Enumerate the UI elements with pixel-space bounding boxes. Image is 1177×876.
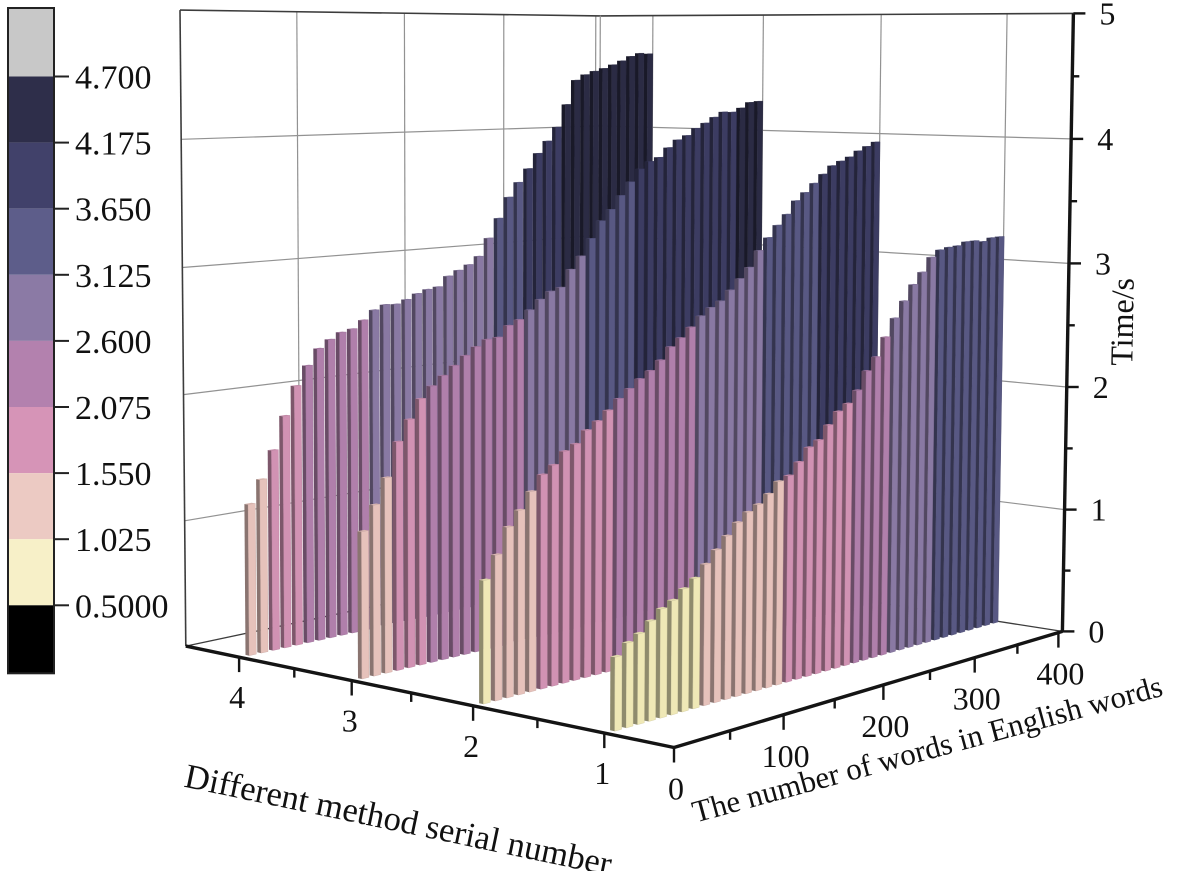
svg-text:4: 4 [229, 679, 245, 715]
svg-text:0.5000: 0.5000 [75, 588, 169, 625]
svg-text:3: 3 [342, 703, 358, 739]
svg-text:5: 5 [1099, 0, 1115, 31]
svg-text:1: 1 [594, 755, 610, 791]
svg-text:300: 300 [953, 681, 1001, 717]
svg-text:4: 4 [1097, 121, 1113, 157]
svg-text:1.550: 1.550 [75, 456, 152, 493]
svg-text:3.125: 3.125 [75, 258, 152, 295]
svg-text:4.700: 4.700 [75, 60, 152, 97]
svg-text:2.075: 2.075 [75, 390, 152, 427]
svg-text:1: 1 [1091, 492, 1107, 528]
svg-text:2: 2 [1093, 369, 1109, 405]
svg-text:3.650: 3.650 [75, 192, 152, 229]
svg-text:Time/s: Time/s [1103, 278, 1141, 366]
svg-text:0: 0 [1088, 613, 1104, 649]
svg-text:2: 2 [463, 728, 479, 764]
svg-text:2.600: 2.600 [75, 324, 152, 361]
svg-text:0: 0 [668, 771, 684, 807]
svg-text:4.175: 4.175 [75, 126, 152, 163]
svg-text:400: 400 [1036, 656, 1084, 692]
svg-text:1.025: 1.025 [75, 522, 152, 559]
svg-text:3: 3 [1095, 245, 1111, 281]
